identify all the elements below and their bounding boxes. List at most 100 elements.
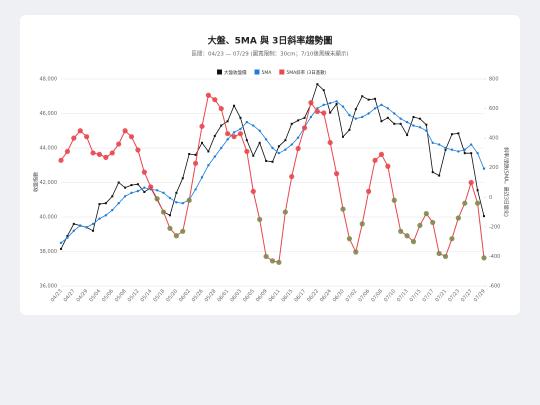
point xyxy=(282,209,288,215)
y2-tick-label: 200 xyxy=(489,165,499,171)
chart-title: 大盤、5MA 與 3日斜率趨勢圖 xyxy=(208,35,333,47)
point xyxy=(333,171,340,177)
point xyxy=(186,197,192,203)
point xyxy=(412,124,415,127)
point xyxy=(335,103,338,106)
point xyxy=(77,128,83,134)
point xyxy=(258,141,261,144)
point xyxy=(104,202,107,205)
point xyxy=(378,151,385,158)
point xyxy=(342,135,344,138)
point xyxy=(180,228,186,234)
point xyxy=(257,216,263,223)
point xyxy=(385,163,391,169)
y2-tick-label: -600 xyxy=(489,284,500,290)
point xyxy=(335,100,338,103)
point xyxy=(181,202,184,205)
point xyxy=(245,139,248,142)
legend-label: 5MA xyxy=(262,70,273,76)
point xyxy=(109,150,115,156)
point xyxy=(284,139,287,142)
point xyxy=(482,167,486,170)
point xyxy=(96,151,103,158)
point xyxy=(84,134,90,140)
point xyxy=(239,127,242,131)
point xyxy=(276,259,282,265)
point xyxy=(59,241,63,245)
point xyxy=(431,141,434,145)
point xyxy=(340,206,346,212)
point xyxy=(79,224,82,227)
point xyxy=(449,236,455,242)
point xyxy=(162,191,165,195)
point xyxy=(252,154,255,157)
point xyxy=(314,108,320,115)
point xyxy=(213,134,216,137)
point xyxy=(232,131,236,134)
point xyxy=(468,179,474,186)
point xyxy=(346,236,353,242)
point xyxy=(252,124,255,127)
point xyxy=(284,148,287,151)
point xyxy=(201,141,203,144)
point xyxy=(316,107,319,110)
point xyxy=(218,105,224,112)
point xyxy=(437,143,441,146)
point xyxy=(85,226,88,229)
point xyxy=(359,221,365,227)
point xyxy=(450,133,453,136)
point xyxy=(271,160,274,163)
legend-label: 大盤收盤價 xyxy=(224,69,247,76)
point xyxy=(98,203,101,206)
point xyxy=(212,97,218,103)
legend-swatch xyxy=(254,69,260,75)
point xyxy=(104,214,108,217)
point xyxy=(143,190,146,193)
point xyxy=(328,101,332,105)
y-tick-label: 44,000 xyxy=(40,146,58,152)
y2-tick-label: -400 xyxy=(489,254,500,260)
point xyxy=(225,131,231,137)
point xyxy=(418,117,421,120)
point xyxy=(66,236,69,239)
point xyxy=(154,196,160,202)
point xyxy=(398,228,404,234)
point xyxy=(207,164,210,167)
point xyxy=(207,150,210,153)
point xyxy=(393,122,396,125)
point xyxy=(457,132,460,135)
point xyxy=(303,116,306,119)
point xyxy=(160,209,167,215)
y2-tick-label: -200 xyxy=(489,224,500,230)
point xyxy=(123,195,127,198)
point xyxy=(295,145,301,152)
y-tick-label: 40,000 xyxy=(40,215,58,221)
point xyxy=(423,210,429,217)
point xyxy=(258,129,261,132)
point xyxy=(136,189,140,193)
point xyxy=(264,138,268,141)
point xyxy=(233,104,236,107)
point xyxy=(271,146,274,150)
point xyxy=(168,196,172,200)
point xyxy=(367,112,370,115)
point xyxy=(226,120,229,123)
point xyxy=(60,247,62,250)
point xyxy=(277,151,281,155)
point xyxy=(380,120,383,123)
point xyxy=(399,122,402,125)
y-axis-title: 收盤指數 xyxy=(33,172,40,192)
point xyxy=(98,217,101,220)
point xyxy=(231,134,237,140)
point xyxy=(361,95,364,98)
point xyxy=(470,152,473,155)
point xyxy=(386,107,390,110)
point xyxy=(289,173,295,180)
point xyxy=(220,146,223,150)
point xyxy=(269,258,276,264)
point xyxy=(450,148,454,151)
point xyxy=(71,135,77,141)
point xyxy=(373,107,377,110)
point xyxy=(205,92,212,98)
